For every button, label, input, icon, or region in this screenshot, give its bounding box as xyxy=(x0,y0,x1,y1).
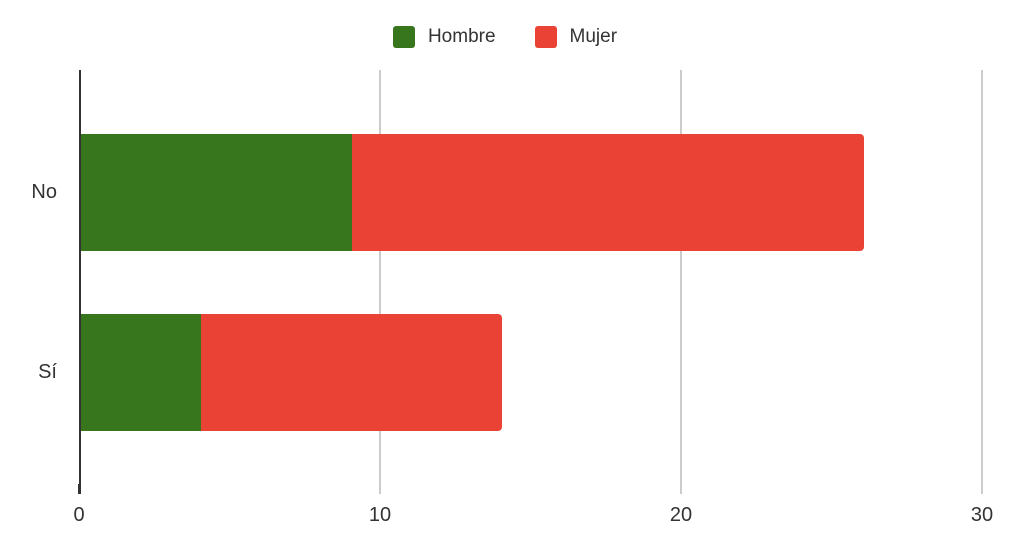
legend-label-hombre: Hombre xyxy=(427,26,496,47)
legend-item-mujer[interactable]: Mujer xyxy=(534,26,618,48)
axis-tick-10 xyxy=(379,484,381,494)
x-axis-tick-label-10: 10 xyxy=(368,504,392,526)
bar-segment-hombre-0[interactable] xyxy=(81,134,352,251)
y-axis-category-label-0: No xyxy=(31,181,57,203)
y-axis-line xyxy=(79,70,81,494)
axis-tick-30 xyxy=(981,484,983,494)
legend: Hombre Mujer xyxy=(0,26,1010,48)
legend-swatch-mujer xyxy=(534,26,557,48)
gridline-x-10 xyxy=(379,70,381,484)
x-axis-tick-label-30: 30 xyxy=(970,504,994,526)
x-axis-tick-label-20: 20 xyxy=(669,504,693,526)
bar-segment-mujer-0[interactable] xyxy=(352,134,864,251)
bar-segment-hombre-1[interactable] xyxy=(81,314,201,431)
y-axis-category-label-1: Sí xyxy=(38,361,57,383)
legend-item-hombre[interactable]: Hombre xyxy=(392,26,496,48)
x-axis-tick-label-0: 0 xyxy=(73,504,85,526)
gridline-x-20 xyxy=(680,70,682,484)
plot-area: 0 10 20 30 No Sí xyxy=(31,70,1010,526)
legend-label-mujer: Mujer xyxy=(569,26,618,47)
legend-swatch-hombre xyxy=(392,26,415,48)
bar-segment-mujer-1[interactable] xyxy=(201,314,502,431)
gridline-x-30 xyxy=(981,70,983,484)
axis-tick-20 xyxy=(680,484,682,494)
